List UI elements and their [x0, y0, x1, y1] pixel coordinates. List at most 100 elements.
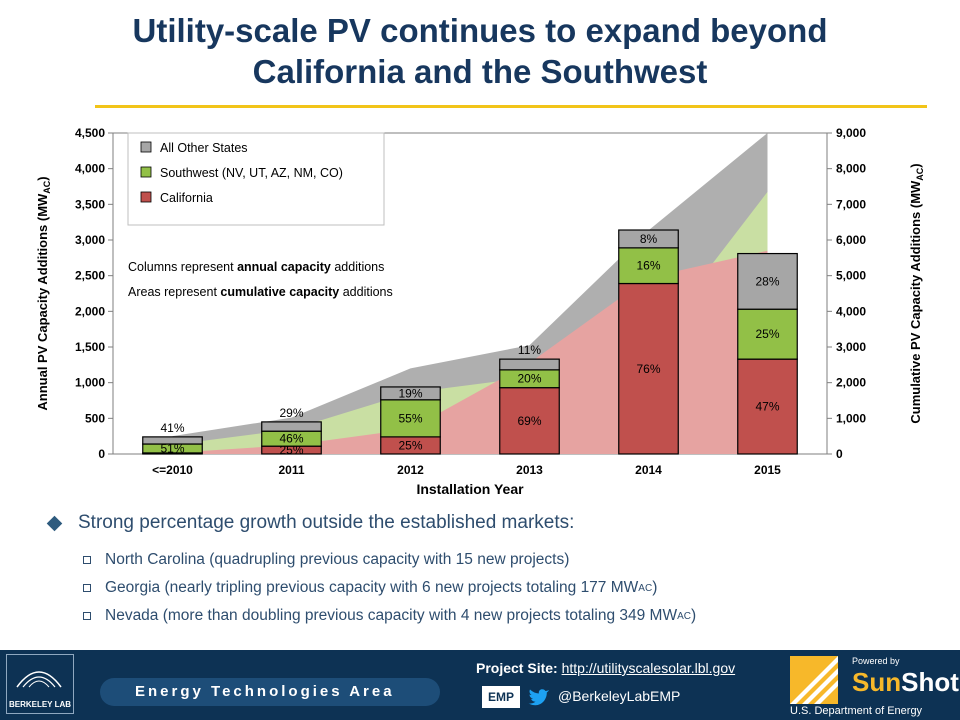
bar-percent-label: 20%: [517, 372, 541, 386]
emp-logo: EMP: [482, 686, 520, 708]
bar-percent-label: 47%: [755, 400, 779, 414]
left-tick-label: 2,000: [75, 304, 105, 318]
right-tick-label: 1,000: [836, 411, 866, 425]
bar-percent-label: 76%: [636, 362, 660, 376]
x-tick-label: 2015: [754, 463, 781, 477]
doe-text: U.S. Department of Energy: [790, 705, 923, 717]
bar-percent-label: 69%: [517, 414, 541, 428]
legend-label: California: [160, 191, 213, 205]
bar-percent-label: 29%: [279, 406, 303, 420]
bar-segment: [618, 282, 679, 455]
sub-bullet-text: Georgia (nearly tripling previous capaci…: [105, 579, 639, 596]
left-tick-label: 4,000: [75, 162, 105, 176]
sub-bullets: North Carolina (quadrupling previous cap…: [83, 546, 925, 630]
left-tick-label: 4,500: [75, 126, 105, 140]
right-tick-label: 3,000: [836, 340, 866, 354]
bar-segment: [380, 399, 441, 438]
right-axis-title: Cumulative PV Capacity Additions (MWAC): [908, 163, 925, 423]
bar-percent-label: 28%: [755, 274, 779, 288]
powered-by-text: Powered by: [852, 656, 900, 666]
x-tick-label: 2013: [516, 463, 543, 477]
legend-swatch: [140, 191, 152, 203]
bar-segment: [142, 436, 203, 445]
eta-banner: [100, 678, 440, 706]
bar-percent-label: 55%: [398, 411, 422, 425]
bullet-list: Strong percentage growth outside the est…: [45, 512, 925, 630]
legend-label: All Other States: [160, 141, 248, 155]
square-bullet-icon: [83, 612, 91, 620]
left-tick-label: 1,000: [75, 376, 105, 390]
left-tick-label: 3,500: [75, 197, 105, 211]
left-tick-label: 0: [98, 447, 105, 461]
project-site-label: Project Site:: [476, 660, 558, 676]
bar-percent-label: 19%: [398, 386, 422, 400]
x-axis-title: Installation Year: [416, 481, 524, 497]
legend-box: [127, 132, 385, 226]
bar-percent-label: 41%: [160, 421, 184, 435]
sub-bullet-text: North Carolina (quadrupling previous cap…: [105, 551, 570, 568]
berkeley-lab-text: BERKELEY LAB: [8, 700, 72, 709]
x-tick-label: 2012: [397, 463, 424, 477]
diamond-bullet-icon: [46, 515, 63, 531]
twitter-bird-icon: [528, 689, 549, 706]
bar-segment: [499, 387, 560, 455]
bar-segment: [737, 252, 798, 310]
left-tick-label: 500: [85, 411, 105, 425]
sub-bullet: Georgia (nearly tripling previous capaci…: [83, 574, 925, 602]
bar-percent-label: 51%: [160, 441, 184, 455]
bar-segment: [618, 247, 679, 285]
x-tick-label: 2014: [635, 463, 662, 477]
bar-segment: [380, 386, 441, 401]
chart-annotation: Columns represent annual capacity additi…: [128, 260, 384, 274]
bar-percent-label: 25%: [755, 327, 779, 341]
title-line-2: California and the Southwest: [252, 53, 708, 90]
x-tick-label: <=2010: [152, 463, 193, 477]
project-site-link[interactable]: http://utilityscalesolar.lbl.gov: [561, 660, 736, 676]
project-site: Project Site: http://utilityscalesolar.l…: [476, 660, 735, 676]
bar-segment: [261, 421, 322, 432]
energy-technologies-text: Energy Technologies Area: [135, 683, 395, 700]
bar-percent-label: 11%: [518, 343, 541, 357]
right-tick-label: 8,000: [836, 162, 866, 176]
sunshot-name: SunShot: [852, 667, 959, 698]
berkeley-lab-logo[interactable]: BERKELEY LAB: [6, 654, 74, 714]
right-tick-label: 9,000: [836, 126, 866, 140]
sunshot-shot: Shot: [901, 667, 959, 697]
chart-annotation: Areas represent cumulative capacity addi…: [128, 285, 393, 299]
main-bullet: Strong percentage growth outside the est…: [45, 512, 925, 534]
right-tick-label: 7,000: [836, 197, 866, 211]
sub-bullet-tail: ): [690, 607, 697, 624]
subscript: AC: [677, 610, 691, 622]
left-tick-label: 1,500: [75, 340, 105, 354]
right-tick-label: 4,000: [836, 304, 866, 318]
x-tick-label: 2011: [278, 463, 304, 477]
right-tick-label: 5,000: [836, 269, 866, 283]
title-line-1: Utility-scale PV continues to expand bey…: [132, 12, 828, 49]
bar-percent-label: 25%: [398, 438, 422, 452]
legend-label: Southwest (NV, UT, AZ, NM, CO): [160, 166, 343, 180]
sub-bullet: Nevada (more than doubling previous capa…: [83, 602, 925, 630]
right-tick-label: 6,000: [836, 233, 866, 247]
legend-swatch: [140, 141, 152, 153]
capacity-chart: 0 500 1,000 1,500 2,000 2,500 3,000 3,500 4,000 4…: [35, 126, 925, 497]
sub-bullet-text: Nevada (more than doubling previous capa…: [105, 607, 678, 624]
bar-segment: [499, 358, 560, 371]
sub-bullet: North Carolina (quadrupling previous cap…: [83, 546, 925, 574]
left-tick-label: 3,000: [75, 233, 105, 247]
subscript: AC: [638, 582, 653, 594]
footer-bar: BERKELEY LAB Energy Technologies Area Pr…: [0, 650, 960, 720]
legend-swatch: [140, 166, 152, 178]
bar-segment: [618, 229, 679, 249]
berkeley-arches-icon: [16, 671, 62, 688]
sunshot-sun: Sun: [852, 667, 902, 697]
right-tick-label: 2,000: [836, 376, 866, 390]
main-bullet-text: Strong percentage growth outside the est…: [78, 512, 575, 533]
twitter-handle[interactable]: @BerkeleyLabEMP: [558, 688, 681, 704]
square-bullet-icon: [83, 556, 91, 564]
bar-percent-label: 16%: [636, 259, 660, 273]
sub-bullet-tail: ): [652, 579, 658, 596]
square-bullet-icon: [83, 584, 91, 592]
right-tick-label: 0: [836, 447, 843, 461]
left-tick-label: 2,500: [75, 269, 105, 283]
left-axis-title: Annual PV Capacity Additions (MWAC): [35, 176, 52, 410]
